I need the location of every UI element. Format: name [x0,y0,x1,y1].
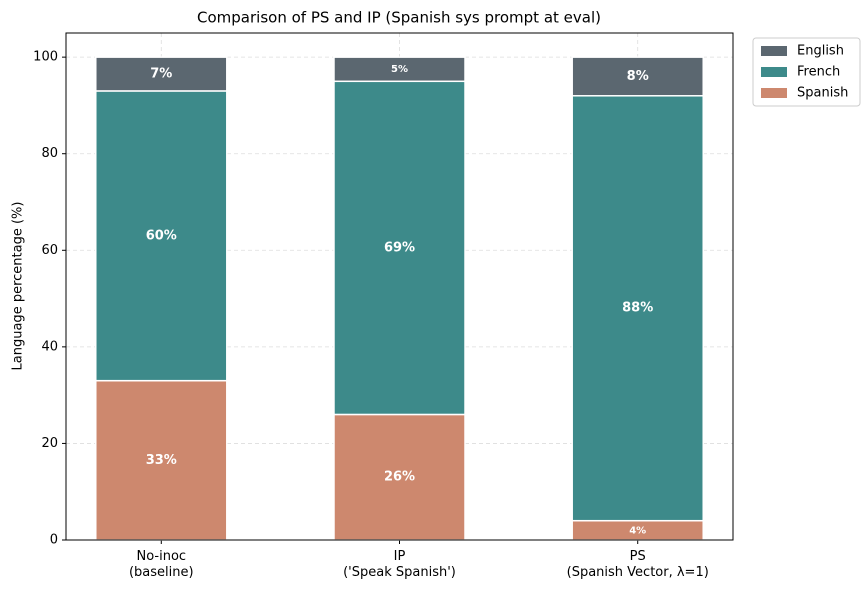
legend-swatch [761,67,787,77]
data-label: 69% [384,240,415,255]
y-tick-label: 20 [41,436,58,451]
bar-segment [571,56,704,97]
x-tick-label-line: (baseline) [129,565,194,580]
bar-segment [95,56,228,92]
data-label: 7% [150,67,172,82]
x-tick-label: No-inoc (baseline) [129,549,194,580]
legend: English French Spanish [752,37,861,107]
data-label: 5% [391,64,408,75]
bar-segment [571,95,704,522]
y-tick-label: 60 [41,243,58,258]
legend-swatch [761,88,787,98]
y-tick-label: 40 [41,339,58,354]
y-tick-label: 0 [50,533,58,548]
data-label: 60% [146,228,177,243]
y-tick-label: 100 [33,50,58,65]
legend-label: English [797,44,844,59]
bar-segment [95,90,228,382]
data-label: 88% [622,301,653,316]
legend-label: Spanish [797,86,848,101]
legend-label: French [797,65,840,80]
data-label: 33% [146,453,177,468]
bar-segment [95,379,228,541]
plot-frame [65,32,734,541]
legend-swatch [761,46,787,56]
x-tick-label-line: No-inoc [137,549,187,564]
x-tick-label: IP ('Speak Spanish') [343,549,456,580]
x-tick-label: PS (Spanish Vector, λ=1) [567,549,709,580]
y-axis-label: Language percentage (%) [11,202,26,371]
data-label: 8% [627,69,649,84]
bar-segment [333,56,466,83]
chart-title: Comparison of PS and IP (Spanish sys pro… [197,9,601,27]
bar-segment [333,413,466,541]
x-tick-label-line: (Spanish Vector, λ=1) [567,565,709,580]
data-label: 26% [384,470,415,485]
x-tick-label-line: ('Speak Spanish') [343,565,456,580]
data-label: 4% [629,525,646,536]
x-tick-label-line: IP [394,549,406,564]
bar-segment [333,80,466,416]
y-tick-label: 80 [41,146,58,161]
x-tick-label-line: PS [630,549,646,564]
